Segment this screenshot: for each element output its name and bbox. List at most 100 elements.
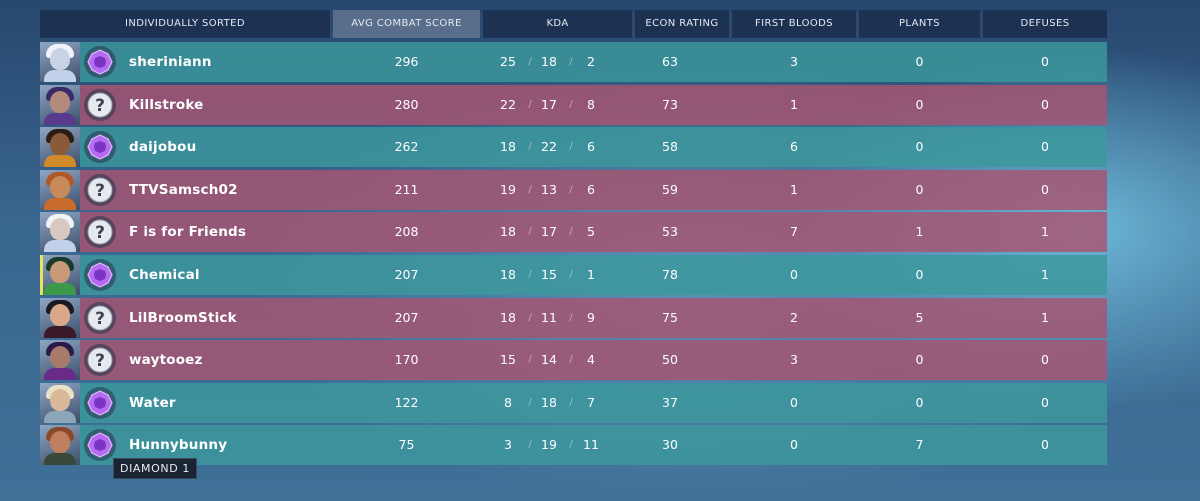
kda-separator: / <box>569 56 573 67</box>
player-name[interactable]: Chemical <box>129 266 200 283</box>
unknown-rank-icon[interactable]: ? <box>84 88 116 121</box>
acs-value: 280 <box>394 96 419 112</box>
kills-value: 15 <box>500 352 516 368</box>
player-row[interactable]: daijobou 262 18 / 22 / 6 58 6 0 0 <box>40 127 1107 168</box>
kills-value: 18 <box>500 266 516 282</box>
column-header-plants[interactable]: PLANTS <box>859 10 980 38</box>
econ-value: 75 <box>662 309 678 325</box>
deaths-value: 17 <box>541 96 557 112</box>
assists-value: 11 <box>583 437 599 453</box>
first-bloods-value: 7 <box>790 224 798 240</box>
player-row[interactable]: ? F is for Friends 208 18 / 17 / 5 53 7 1 1 <box>40 212 1107 253</box>
acs-value: 122 <box>394 394 419 410</box>
plants-value: 0 <box>915 54 924 69</box>
kda-separator: / <box>528 354 532 366</box>
kda-separator: / <box>528 268 532 280</box>
player-row[interactable]: ? TTVSamsch02 211 19 / 13 / 6 59 1 0 0 <box>40 169 1107 210</box>
player-row[interactable]: Hunnybunny 75 3 / 19 / 11 30 0 7 0 <box>40 425 1107 466</box>
plants-value: 0 <box>915 181 924 197</box>
assists-value: 1 <box>587 266 595 282</box>
column-header-econ[interactable]: ECON RATING <box>635 10 729 38</box>
agent-portrait-icon <box>40 169 80 210</box>
econ-value: 30 <box>662 437 678 453</box>
econ-value: 37 <box>662 394 678 410</box>
first-bloods-value: 2 <box>790 309 798 325</box>
sort-mode-header[interactable]: INDIVIDUALLY SORTED <box>40 10 330 38</box>
assists-value: 7 <box>587 394 595 410</box>
first-bloods-value: 0 <box>790 437 798 453</box>
first-bloods-value: 6 <box>790 139 798 155</box>
deaths-value: 13 <box>541 181 557 197</box>
kda-separator: / <box>528 226 532 238</box>
kills-value: 18 <box>500 224 516 240</box>
agent-portrait-icon <box>40 382 80 423</box>
kda-separator: / <box>528 396 532 408</box>
player-row[interactable]: ? LilBroomStick 207 18 / 11 / 9 75 2 5 1 <box>40 297 1107 338</box>
kda-separator: / <box>569 354 573 366</box>
unknown-rank-icon[interactable]: ? <box>84 344 116 377</box>
kda-separator: / <box>569 396 573 408</box>
assists-value: 9 <box>587 309 595 325</box>
player-name[interactable]: Water <box>129 394 176 411</box>
defuses-value: 0 <box>1041 181 1049 197</box>
player-name[interactable]: Hunnybunny <box>129 437 228 454</box>
deaths-value: 11 <box>541 309 557 325</box>
agent-portrait-icon <box>40 127 80 168</box>
agent-portrait-icon <box>40 212 80 253</box>
agent-portrait-icon <box>40 42 80 82</box>
player-row[interactable]: ? waytooez 170 15 / 14 / 4 50 3 0 0 <box>40 340 1107 381</box>
acs-value: 211 <box>394 181 419 197</box>
assists-value: 5 <box>587 224 595 240</box>
diamond-rank-icon[interactable] <box>84 131 116 164</box>
column-header-kda[interactable]: KDA <box>483 10 632 38</box>
first-bloods-value: 1 <box>790 96 798 112</box>
column-header-defuses[interactable]: DEFUSES <box>983 10 1107 38</box>
defuses-value: 1 <box>1041 266 1049 282</box>
column-header-first-bloods[interactable]: FIRST BLOODS <box>732 10 856 38</box>
first-bloods-value: 1 <box>790 181 798 197</box>
player-row[interactable]: sheriniann 296 25 / 18 / 2 63 3 0 0 <box>40 42 1107 82</box>
kda-separator: / <box>528 141 532 153</box>
player-row[interactable]: Water 122 8 / 18 / 7 37 0 0 0 <box>40 382 1107 423</box>
first-bloods-value: 3 <box>790 352 798 368</box>
unknown-rank-icon[interactable]: ? <box>84 216 116 249</box>
player-name[interactable]: daijobou <box>129 139 197 156</box>
kills-value: 18 <box>500 309 516 325</box>
defuses-value: 1 <box>1041 309 1049 325</box>
kills-value: 22 <box>500 96 516 112</box>
agent-portrait-icon <box>40 297 80 338</box>
kda-separator: / <box>569 183 573 195</box>
unknown-rank-icon[interactable]: ? <box>84 301 116 334</box>
defuses-value: 0 <box>1041 352 1049 368</box>
unknown-rank-icon[interactable]: ? <box>84 173 116 206</box>
econ-value: 50 <box>662 352 678 368</box>
diamond-rank-icon[interactable] <box>84 429 116 462</box>
player-name[interactable]: Killstroke <box>129 96 204 113</box>
kda-separator: / <box>528 183 532 195</box>
player-name[interactable]: waytooez <box>129 352 203 369</box>
column-header-acs[interactable]: AVG COMBAT SCORE <box>333 10 480 38</box>
player-name[interactable]: F is for Friends <box>129 224 247 241</box>
diamond-rank-icon[interactable] <box>84 258 116 291</box>
svg-text:?: ? <box>95 223 105 243</box>
kda-separator: / <box>528 56 532 67</box>
kills-value: 18 <box>500 139 516 155</box>
player-row[interactable]: Chemical 207 18 / 15 / 1 78 0 0 1 <box>40 254 1107 295</box>
player-row[interactable]: ? Killstroke 280 22 / 17 / 8 73 1 0 0 <box>40 84 1107 125</box>
defuses-value: 1 <box>1041 224 1049 240</box>
kills-value: 19 <box>500 181 516 197</box>
kda-separator: / <box>569 141 573 153</box>
svg-text:?: ? <box>95 309 105 329</box>
diamond-rank-icon[interactable] <box>84 386 116 419</box>
econ-value: 78 <box>662 266 678 282</box>
acs-value: 75 <box>398 437 415 453</box>
player-name[interactable]: sheriniann <box>129 54 212 70</box>
player-name[interactable]: LilBroomStick <box>129 309 237 326</box>
defuses-value: 0 <box>1041 54 1049 69</box>
diamond-rank-icon[interactable] <box>84 46 116 78</box>
plants-value: 7 <box>915 437 924 453</box>
defuses-value: 0 <box>1041 394 1049 410</box>
acs-value: 262 <box>394 139 419 155</box>
rank-tooltip: DIAMOND 1 <box>113 458 197 479</box>
player-name[interactable]: TTVSamsch02 <box>129 181 238 198</box>
